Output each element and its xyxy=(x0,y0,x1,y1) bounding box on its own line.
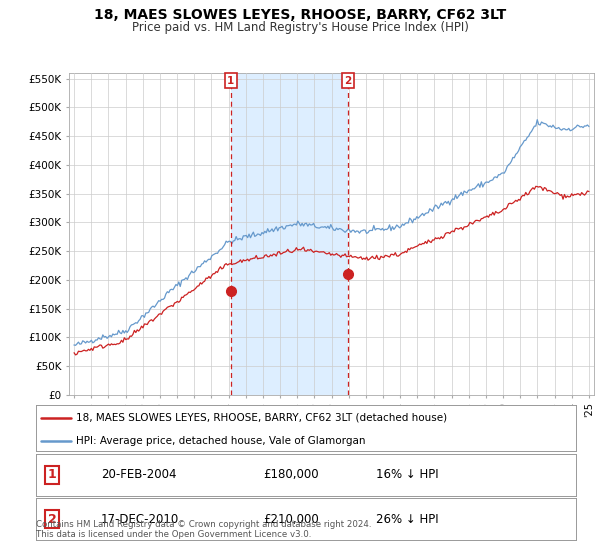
Bar xyxy=(231,73,348,395)
Text: HPI: Average price, detached house, Vale of Glamorgan: HPI: Average price, detached house, Vale… xyxy=(77,436,366,446)
Text: 17-DEC-2010: 17-DEC-2010 xyxy=(101,513,179,526)
Text: 1: 1 xyxy=(227,76,235,86)
Text: 2: 2 xyxy=(344,76,352,86)
Text: Contains HM Land Registry data © Crown copyright and database right 2024.
This d: Contains HM Land Registry data © Crown c… xyxy=(36,520,371,539)
Text: 26% ↓ HPI: 26% ↓ HPI xyxy=(376,513,439,526)
Text: 18, MAES SLOWES LEYES, RHOOSE, BARRY, CF62 3LT: 18, MAES SLOWES LEYES, RHOOSE, BARRY, CF… xyxy=(94,8,506,22)
Text: 2: 2 xyxy=(48,513,56,526)
Text: £210,000: £210,000 xyxy=(263,513,319,526)
Text: 20-FEB-2004: 20-FEB-2004 xyxy=(101,468,176,481)
Text: £180,000: £180,000 xyxy=(263,468,319,481)
Text: 18, MAES SLOWES LEYES, RHOOSE, BARRY, CF62 3LT (detached house): 18, MAES SLOWES LEYES, RHOOSE, BARRY, CF… xyxy=(77,413,448,423)
Text: 16% ↓ HPI: 16% ↓ HPI xyxy=(376,468,439,481)
Text: 1: 1 xyxy=(48,468,56,481)
Text: Price paid vs. HM Land Registry's House Price Index (HPI): Price paid vs. HM Land Registry's House … xyxy=(131,21,469,34)
